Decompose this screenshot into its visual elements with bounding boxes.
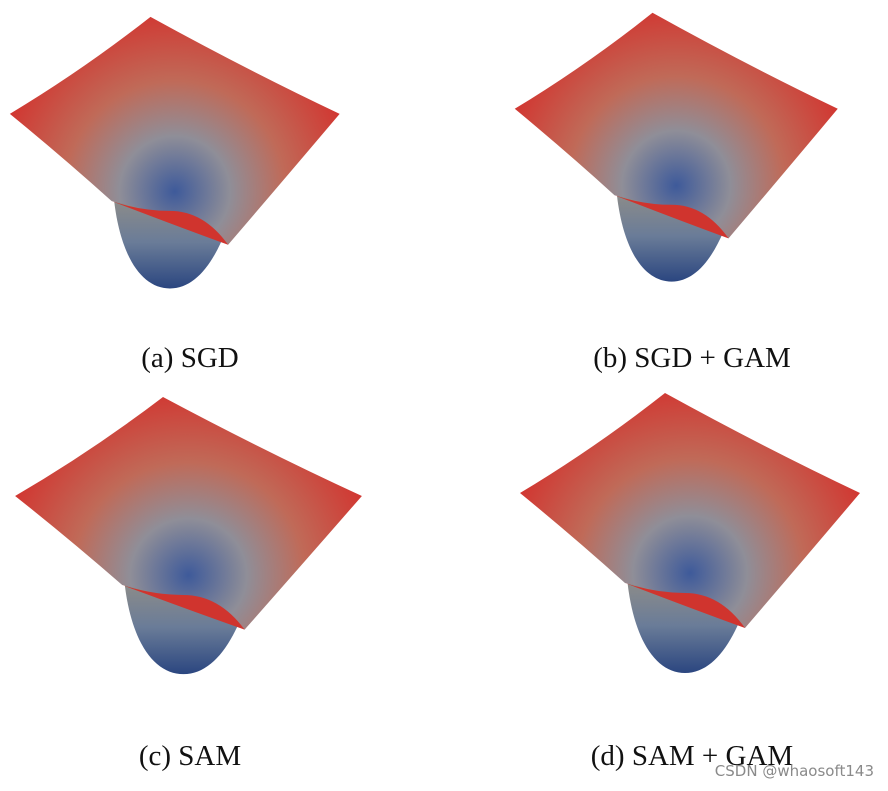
caption: (a) SGD (141, 342, 238, 374)
watermark: CSDN @whaosoft143 (715, 762, 874, 780)
surface-plot (15, 396, 362, 675)
caption: (c) SAM (139, 740, 241, 772)
surface-plot (520, 393, 860, 673)
surface-plot (9, 16, 340, 289)
surface-plot (514, 12, 838, 282)
caption: (d) SAM + GAM (591, 740, 793, 772)
caption: (b) SGD + GAM (593, 342, 791, 374)
